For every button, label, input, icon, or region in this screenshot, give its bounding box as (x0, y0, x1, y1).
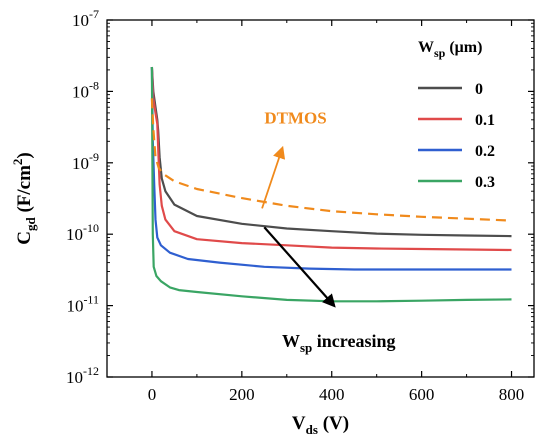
y-tick-label: 10-9 (72, 150, 99, 173)
legend-label: 0.3 (475, 174, 495, 191)
legend: Wsp (μm) 0 0.1 0.2 0.3 (418, 39, 495, 191)
legend-label: 0 (475, 81, 483, 98)
dtmos-annotation: DTMOS (264, 109, 326, 128)
dtmos-arrow (261, 145, 286, 209)
series-line-0-2 (150, 66, 512, 271)
axes: 0 200 400 600 800 10-12 10-11 10-10 10-9 10-8 10-7… (10, 7, 535, 437)
axes-frame (106, 19, 535, 378)
annotations: DTMOS Wsp increasing (261, 109, 395, 355)
y-tick-label: 10-11 (66, 293, 99, 316)
x-axis-title: Vds (V) (292, 413, 349, 437)
series-line-0-1 (150, 66, 512, 252)
x-tick-label: 0 (148, 385, 157, 404)
increasing-arrow (263, 226, 336, 308)
legend-title: Wsp (μm) (418, 39, 482, 60)
legend-label: 0.1 (475, 112, 495, 129)
x-tick-label: 400 (319, 385, 345, 404)
series-line-0 (150, 66, 512, 238)
x-tick-label: 800 (499, 385, 525, 404)
y-tick-label: 10-7 (72, 7, 99, 30)
wsp-increasing-annotation: Wsp increasing (282, 331, 395, 355)
y-axis-title: Cgd (F/cm2) (10, 152, 38, 245)
series-line-dtmos (150, 98, 512, 222)
series-line-0-3 (150, 66, 512, 303)
y-tick-label: 10-10 (66, 221, 99, 244)
y-tick-label: 10-12 (66, 364, 99, 387)
x-tick-label: 200 (229, 385, 255, 404)
plot-area (150, 66, 512, 303)
y-tick-label: 10-8 (72, 78, 99, 101)
legend-label: 0.2 (475, 143, 495, 160)
x-tick-label: 600 (409, 385, 435, 404)
